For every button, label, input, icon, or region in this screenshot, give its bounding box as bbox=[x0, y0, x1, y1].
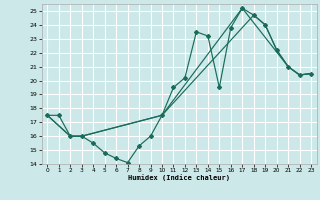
X-axis label: Humidex (Indice chaleur): Humidex (Indice chaleur) bbox=[128, 175, 230, 181]
